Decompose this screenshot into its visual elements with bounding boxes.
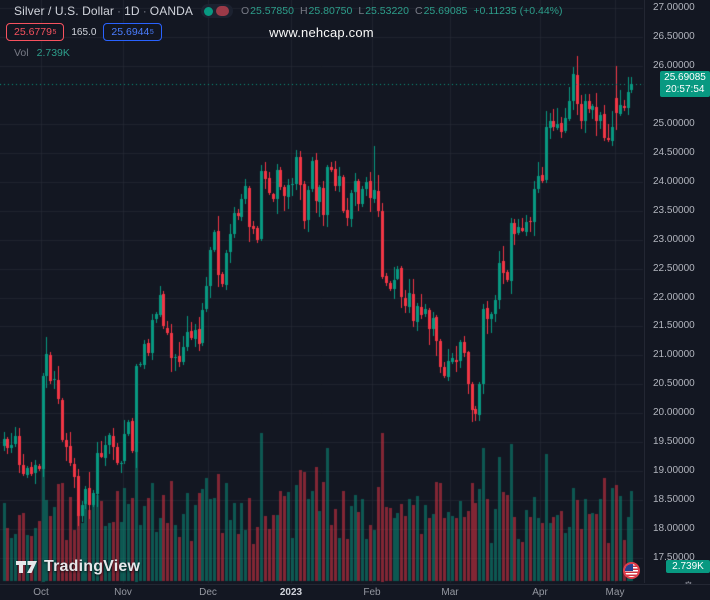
status-on-dot-icon (203, 6, 213, 16)
price-axis-label: 26.50000 (653, 30, 695, 42)
current-price-badge[interactable]: 25.69085 20:57:54 (660, 70, 710, 97)
price-axis-label: 17.50000 (653, 552, 695, 564)
price-axis-label: 26.00000 (653, 59, 695, 71)
time-axis-label: Feb (363, 587, 381, 598)
price-axis-label: 27.00000 (653, 2, 695, 13)
time-axis-label: Oct (33, 587, 49, 598)
price-axis[interactable]: 25.69085 20:57:54 2.739K ⚙ 27.0000026.50… (644, 0, 710, 593)
price-axis-label: 20.00000 (653, 407, 695, 419)
spread-value: 165.0 (71, 26, 97, 38)
trade-widget: 25.6779 5 165.0 25.6944 5 (6, 23, 162, 41)
time-axis-label: May (605, 587, 625, 598)
price-axis-label: 24.00000 (653, 175, 695, 187)
price-axis-label: 18.00000 (653, 523, 695, 535)
time-axis-label: 2023 (279, 587, 303, 598)
symbol-header: Silver / U.S. Dollar · 1D · OANDA O25.57850 … (14, 4, 563, 18)
market-status-toggle[interactable] (200, 4, 233, 18)
current-price-value: 25.69085 (664, 71, 706, 83)
tradingview-mark-icon (16, 561, 37, 573)
price-axis-label: 24.50000 (653, 146, 695, 158)
time-axis-label: Nov (114, 587, 132, 598)
price-axis-label: 20.50000 (653, 378, 695, 390)
price-axis-label: 22.50000 (653, 262, 695, 274)
price-axis-label: 21.00000 (653, 349, 695, 361)
bar-countdown: 20:57:54 (665, 83, 705, 95)
buy-button[interactable]: 25.6944 5 (103, 23, 162, 41)
sell-button[interactable]: 25.6779 5 (6, 23, 65, 41)
tradingview-logo-text: TradingView (44, 558, 141, 575)
price-axis-label: 19.00000 (653, 465, 695, 477)
volume-legend: Vol 2.739K (14, 47, 70, 59)
ohlc-values: O25.57850 H25.80750 L25.53220 C25.69085 … (240, 5, 563, 17)
price-axis-label: 23.50000 (653, 204, 695, 216)
time-axis-label: Mar (441, 587, 459, 598)
symbol-title[interactable]: Silver / U.S. Dollar · 1D · OANDA (14, 4, 193, 18)
price-axis-label: 25.00000 (653, 117, 695, 129)
time-axis[interactable]: Oct Nov Dec 2023 Feb Mar Apr May (0, 584, 710, 600)
time-axis-label: Dec (199, 587, 217, 598)
time-axis-label: Apr (532, 587, 548, 598)
price-axis-label: 18.50000 (653, 494, 695, 506)
site-watermark: www.nehcap.com (269, 25, 374, 40)
price-axis-label: 23.00000 (653, 233, 695, 245)
price-axis-label: 22.00000 (653, 291, 695, 303)
price-axis-label: 19.50000 (653, 436, 695, 448)
us-flag-event-icon[interactable] (623, 562, 640, 579)
change-value: +0.11235 (+0.44%) (473, 5, 563, 17)
volume-label[interactable]: Vol (14, 47, 29, 59)
status-off-dot-icon (215, 6, 229, 16)
volume-badge: 2.739K (666, 560, 710, 573)
price-axis-label: 21.50000 (653, 320, 695, 332)
volume-value: 2.739K (36, 47, 70, 59)
tradingview-logo[interactable]: TradingView (16, 558, 140, 576)
